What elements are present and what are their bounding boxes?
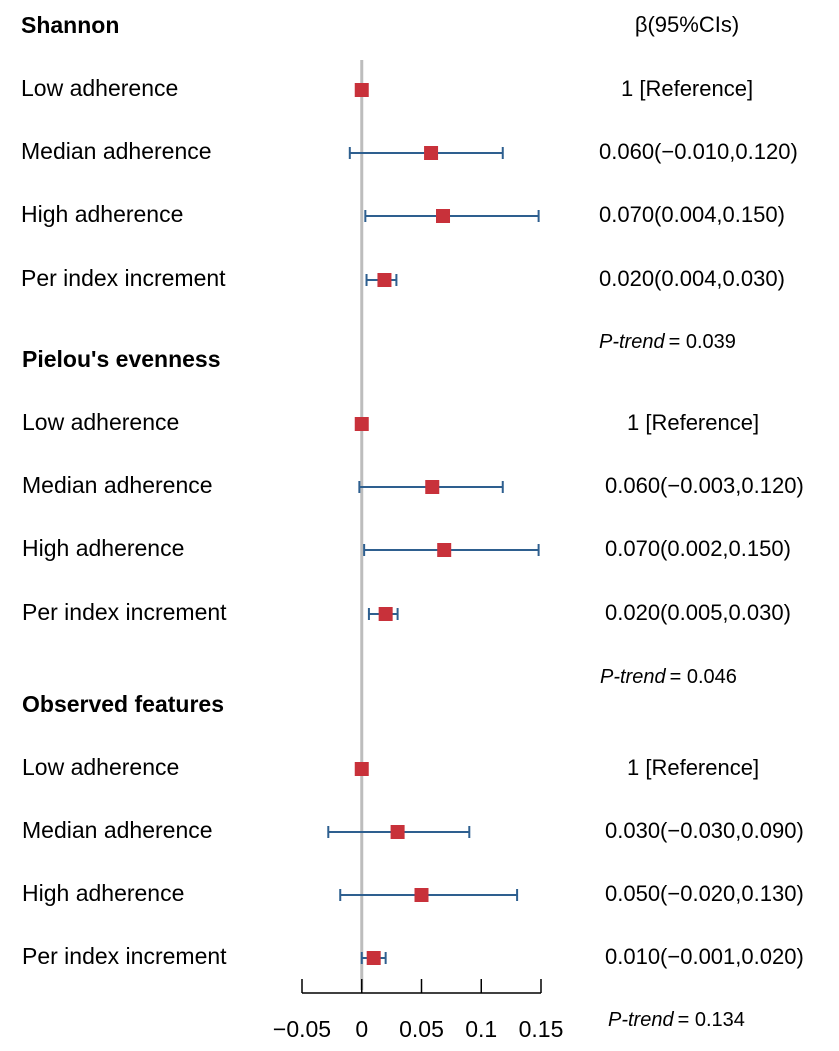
row-label: Low adherence — [21, 75, 178, 101]
ci-text: 0.050(−0.020,0.130) — [605, 881, 804, 906]
ci-text: 1 [Reference] — [627, 410, 759, 435]
estimate-marker — [377, 273, 392, 287]
ci-text: 0.010(−0.001,0.020) — [605, 944, 804, 969]
estimate-marker — [354, 83, 369, 97]
estimate-marker — [437, 543, 452, 557]
row-label: Median adherence — [21, 138, 212, 164]
estimate-marker — [366, 951, 381, 965]
ci-text: 0.030(−0.030,0.090) — [605, 818, 804, 843]
group-title: Observed features — [22, 691, 224, 717]
ci-text: 0.060(−0.010,0.120) — [599, 139, 798, 164]
x-tick-label: 0.15 — [519, 1016, 564, 1042]
p-trend: P-trend = 0.046 — [600, 666, 737, 688]
row-label: High adherence — [22, 535, 184, 561]
p-trend: P-trend = 0.134 — [608, 1009, 745, 1031]
ci-header: β(95%CIs) — [635, 12, 739, 37]
estimate-marker — [354, 417, 369, 431]
x-tick-label: 0.1 — [465, 1016, 497, 1042]
p-trend: P-trend = 0.039 — [599, 331, 736, 353]
p-trend-value: = 0.134 — [678, 1009, 745, 1031]
row-label: Per index increment — [21, 265, 226, 291]
p-trend-label: P-trend — [600, 666, 666, 688]
ci-text: 0.020(0.005,0.030) — [605, 600, 791, 625]
ci-text: 1 [Reference] — [621, 76, 753, 101]
estimate-marks — [327, 83, 540, 965]
row-label: Per index increment — [22, 943, 227, 969]
group-title: Pielou's evenness — [22, 346, 221, 372]
estimate-marker — [354, 762, 369, 776]
estimate-marker — [390, 825, 405, 839]
row-label: High adherence — [22, 880, 184, 906]
row-label: High adherence — [21, 201, 183, 227]
ci-text: 1 [Reference] — [627, 755, 759, 780]
group-title: Shannon — [21, 12, 119, 38]
ci-texts: β(95%CIs) 1 [Reference] 0.060(−0.010,0.120… — [599, 12, 804, 1031]
x-tick-label: 0.05 — [399, 1016, 444, 1042]
p-trend-value: = 0.046 — [670, 666, 737, 688]
row-label: Low adherence — [22, 754, 179, 780]
p-trend-label: P-trend — [599, 331, 665, 353]
ci-text: 0.060(−0.003,0.120) — [605, 473, 804, 498]
ci-text: 0.070(0.002,0.150) — [605, 536, 791, 561]
estimate-marker — [425, 480, 440, 494]
ci-text: 0.070(0.004,0.150) — [599, 202, 785, 227]
x-tick-label: −0.05 — [273, 1016, 331, 1042]
estimate-marker — [414, 888, 429, 902]
row-label: Median adherence — [22, 817, 213, 843]
ci-text: 0.020(0.004,0.030) — [599, 266, 785, 291]
x-axis: −0.05 0 0.05 0.1 0.15 — [273, 979, 563, 1042]
estimate-marker — [424, 146, 439, 160]
estimate-marker — [378, 607, 393, 621]
row-label: Per index increment — [22, 599, 227, 625]
row-labels: Shannon Low adherence Median adherence High… — [21, 12, 227, 969]
p-trend-value: = 0.039 — [669, 331, 736, 353]
estimate-marker — [436, 209, 451, 223]
p-trend-label: P-trend — [608, 1009, 674, 1031]
x-tick-label: 0 — [355, 1016, 368, 1042]
row-label: Low adherence — [22, 409, 179, 435]
row-label: Median adherence — [22, 472, 213, 498]
